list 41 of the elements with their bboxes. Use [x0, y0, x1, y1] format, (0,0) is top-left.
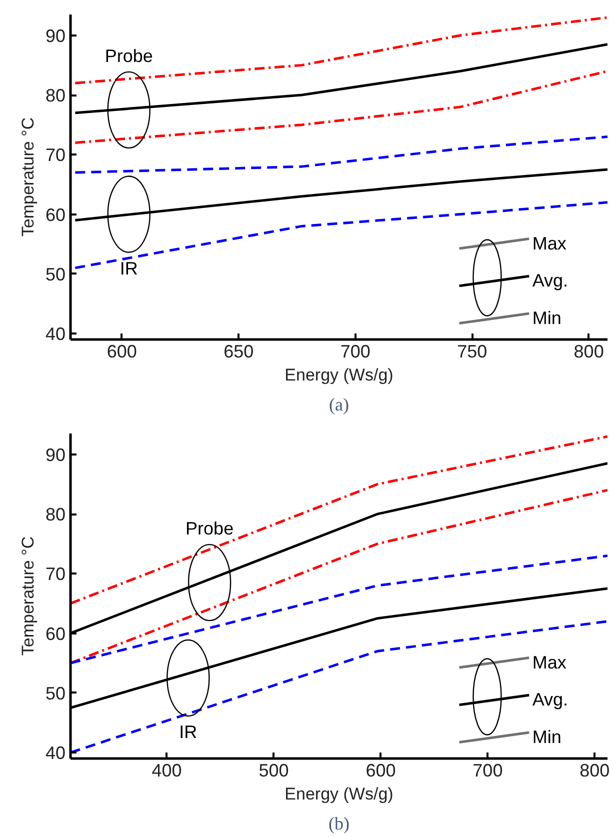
x-axis-title: Energy (Ws/g)	[284, 784, 394, 804]
y-axis-title: Temperature °C	[18, 536, 38, 656]
x-tick-label: 800	[580, 760, 610, 780]
x-tick-label: 400	[152, 760, 182, 780]
line-series	[74, 16, 608, 84]
y-tick-label: 90	[45, 444, 66, 465]
annotation: Min	[532, 308, 562, 328]
annotation: Probe	[104, 46, 153, 66]
line-series	[74, 136, 608, 174]
y-tick-label: 40	[45, 743, 66, 764]
text: (a)	[329, 394, 349, 414]
x-tick-label: 500	[258, 760, 289, 780]
annotation: IR	[120, 258, 138, 278]
y-tick-label: 80	[45, 504, 66, 525]
x-tick-label: 700	[472, 760, 503, 780]
x-tick-label: 800	[574, 342, 604, 362]
annotation: Probe	[186, 518, 234, 539]
y-tick-label: 40	[45, 324, 66, 344]
x-tick-label: 600	[106, 342, 137, 362]
y-tick-label: 60	[45, 624, 66, 644]
annotation: Max	[532, 652, 566, 672]
annotation: Max	[532, 233, 566, 254]
annotation: Min	[532, 727, 562, 748]
y-tick-label: 70	[45, 145, 66, 166]
annotation: Avg.	[532, 270, 568, 291]
line-series	[74, 70, 608, 144]
y-tick-label: 70	[45, 564, 66, 584]
y-tick-label: 60	[45, 204, 66, 225]
y-tick-label: 50	[45, 683, 66, 704]
y-axis-title: Temperature °C	[18, 117, 38, 237]
y-tick-label: 90	[45, 26, 66, 46]
y-tick-label: 80	[45, 86, 66, 106]
annotation: IR	[179, 722, 198, 742]
x-tick-label: 600	[366, 760, 396, 780]
x-axis-title: Energy (Ws/g)	[284, 366, 394, 384]
annotation: Avg.	[532, 690, 568, 710]
text: (b)	[328, 814, 350, 834]
x-tick-label: 750	[457, 342, 488, 362]
y-tick-label: 50	[45, 264, 66, 284]
x-tick-label: 650	[224, 342, 254, 362]
x-tick-label: 700	[340, 342, 370, 362]
